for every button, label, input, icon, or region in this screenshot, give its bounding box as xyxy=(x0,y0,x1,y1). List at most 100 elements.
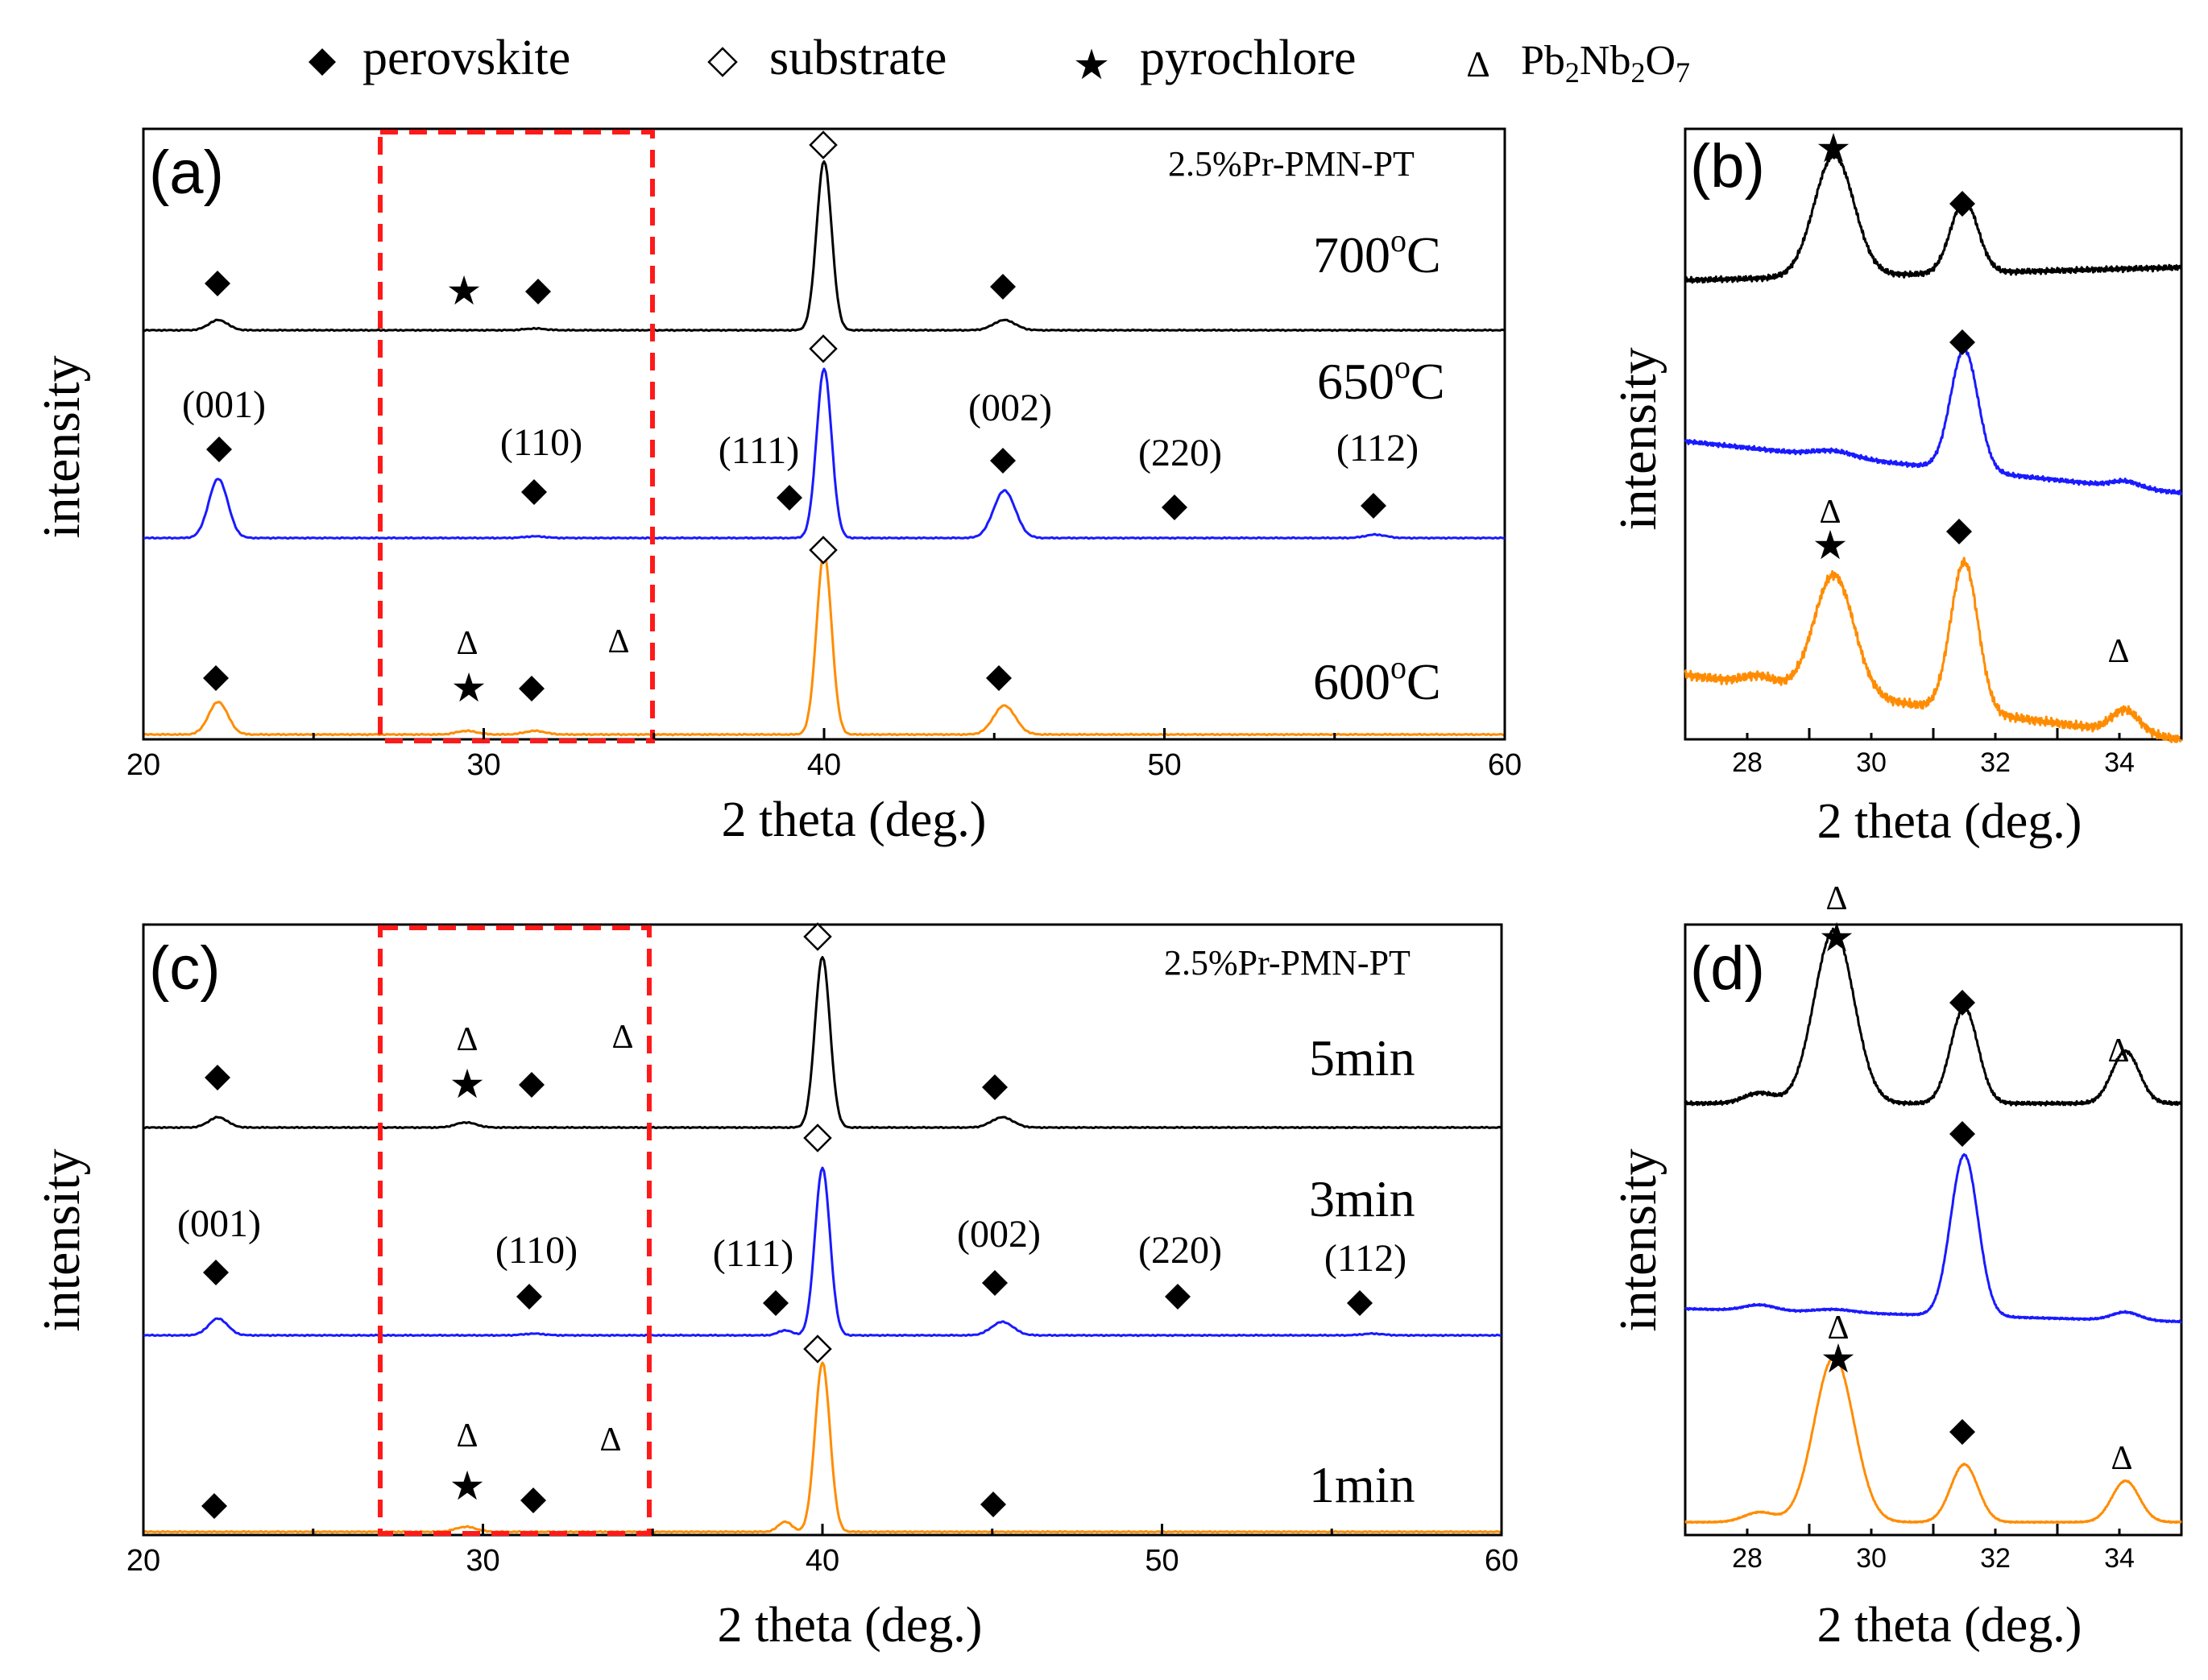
perovskite-marker xyxy=(1949,191,1975,217)
panel-c: 20 30 40 50 60 (c) 2.5%Pr-PMN-PT 2 theta (de… xyxy=(32,922,1518,1653)
panel-b-markers: ★Δ★Δ xyxy=(1812,126,2130,670)
substrate-marker xyxy=(803,1123,832,1152)
panel-c-sample-label: 2.5%Pr-PMN-PT xyxy=(1164,943,1411,983)
panel-d-markers: Δ★ΔΔ★Δ xyxy=(1819,880,2133,1477)
pb2nb2o7-marker: Δ xyxy=(456,1417,478,1454)
perovskite-marker xyxy=(986,665,1012,691)
perovskite-marker xyxy=(1165,1284,1191,1310)
perovskite-marker xyxy=(525,279,551,304)
panel-c-curves xyxy=(143,956,1502,1534)
legend: perovskite substrate ★ pyrochlore Δ Pb2N… xyxy=(309,31,1690,89)
perovskite-marker xyxy=(990,274,1016,300)
panel-a-hkl-110: (110) xyxy=(500,421,582,464)
panel-a-hkl-220: (220) xyxy=(1138,432,1222,474)
x-tick-label: 60 xyxy=(1485,1544,1518,1578)
panel-d-frame xyxy=(1684,923,2183,1537)
legend-perovskite-marker xyxy=(309,48,336,76)
pyrochlore-marker: ★ xyxy=(1816,126,1852,171)
perovskite-marker xyxy=(980,1492,1006,1517)
panel-a-label: (a) xyxy=(149,139,224,207)
panel-c-frame xyxy=(142,923,1503,1537)
series-line-650°C xyxy=(143,367,1506,540)
pyrochlore-marker: ★ xyxy=(451,665,487,710)
substrate-marker xyxy=(809,334,838,363)
perovskite-marker xyxy=(201,1493,227,1519)
perovskite-marker xyxy=(1949,329,1975,355)
panel-c-hkl-110: (110) xyxy=(495,1229,578,1272)
series-line-600°C xyxy=(143,552,1506,737)
perovskite-marker xyxy=(205,1065,230,1090)
panel-c-ylabel: intensity xyxy=(32,1148,91,1331)
x-tick-label: 20 xyxy=(126,748,160,782)
panel-b-label: (b) xyxy=(1690,132,1765,201)
x-tick-label: 30 xyxy=(466,1544,499,1578)
x-tick-label: 30 xyxy=(1856,747,1887,778)
perovskite-marker xyxy=(1347,1290,1373,1316)
perovskite-marker xyxy=(519,1072,545,1098)
series-line-1min xyxy=(143,1361,1502,1534)
perovskite-marker xyxy=(763,1290,789,1316)
perovskite-marker xyxy=(982,1074,1008,1100)
panel-a-hkl-111: (111) xyxy=(719,429,799,472)
panel-c-hkl-111: (111) xyxy=(713,1232,793,1275)
perovskite-marker xyxy=(1949,1121,1975,1147)
substrate-marker xyxy=(803,1334,832,1363)
pyrochlore-marker: ★ xyxy=(449,1463,486,1508)
panel-a-ticks: 20 30 40 50 60 xyxy=(126,728,1522,782)
panel-c-xlabel: 2 theta (deg.) xyxy=(718,1598,983,1653)
perovskite-marker xyxy=(203,665,229,691)
x-tick-label: 30 xyxy=(1856,1543,1887,1574)
perovskite-marker xyxy=(777,485,802,511)
pyrochlore-marker: ★ xyxy=(1821,1336,1857,1381)
series-line-700°C xyxy=(143,160,1506,333)
series-line-3min xyxy=(143,1166,1502,1338)
pb2nb2o7-marker: Δ xyxy=(599,1421,621,1459)
substrate-marker xyxy=(809,130,838,159)
legend-pyrochlore-marker: ★ xyxy=(1073,43,1111,89)
panel-a-frame xyxy=(142,127,1506,741)
perovskite-marker xyxy=(1949,990,1975,1016)
panel-c-label: (c) xyxy=(149,934,221,1003)
panel-c-time-3min: 3min xyxy=(1309,1170,1415,1227)
pyrochlore-marker: ★ xyxy=(1812,523,1849,568)
x-tick-label: 34 xyxy=(2104,747,2135,778)
perovskite-marker xyxy=(520,1488,546,1513)
pb2nb2o7-marker: Δ xyxy=(456,625,478,662)
substrate-marker xyxy=(803,922,832,951)
perovskite-marker xyxy=(990,448,1016,474)
panel-a-hkl-001: (001) xyxy=(182,383,266,426)
panel-c-hkl-220: (220) xyxy=(1138,1229,1222,1272)
pb2nb2o7-marker: Δ xyxy=(2111,1440,2132,1477)
panel-a-hkl-002: (002) xyxy=(968,387,1052,429)
pb2nb2o7-marker: Δ xyxy=(1827,1310,1849,1347)
series-line-600°C xyxy=(1684,557,2183,743)
series-line-650°C xyxy=(1684,347,2183,495)
x-tick-label: 60 xyxy=(1488,748,1522,782)
pb2nb2o7-marker: Δ xyxy=(1825,880,1847,917)
panel-c-ticks: 20 30 40 50 60 xyxy=(126,1524,1518,1578)
perovskite-marker xyxy=(206,437,232,462)
legend-pb2nb2o7-label: Pb2Nb2O7 xyxy=(1521,38,1690,89)
legend-pb2nb2o7-marker: Δ xyxy=(1466,43,1490,85)
series-line-3min xyxy=(1684,1152,2183,1324)
perovskite-marker xyxy=(1949,1419,1975,1445)
perovskite-marker xyxy=(203,1260,229,1285)
panel-b-ylabel: intensity xyxy=(1609,347,1667,530)
panel-b-curves xyxy=(1684,151,2183,743)
panel-a-ylabel: intensity xyxy=(32,355,91,538)
panel-a-xlabel: 2 theta (deg.) xyxy=(722,792,987,847)
x-tick-label: 50 xyxy=(1147,748,1181,782)
panel-a-highlight-box xyxy=(378,130,655,743)
pb2nb2o7-marker: Δ xyxy=(611,1019,633,1056)
legend-substrate-label: substrate xyxy=(769,31,947,85)
panel-c-markers: Δ Δ★Δ Δ★ xyxy=(201,922,1373,1519)
series-line-1min xyxy=(1684,1355,2182,1525)
x-tick-label: 40 xyxy=(806,1544,839,1578)
pb2nb2o7-marker: Δ xyxy=(2107,1032,2129,1070)
pyrochlore-marker: ★ xyxy=(1819,915,1855,960)
panel-d-label: (d) xyxy=(1690,934,1765,1003)
series-line-700°C xyxy=(1684,151,2183,284)
pb2nb2o7-marker: Δ xyxy=(1819,494,1841,531)
x-tick-label: 28 xyxy=(1732,747,1763,778)
